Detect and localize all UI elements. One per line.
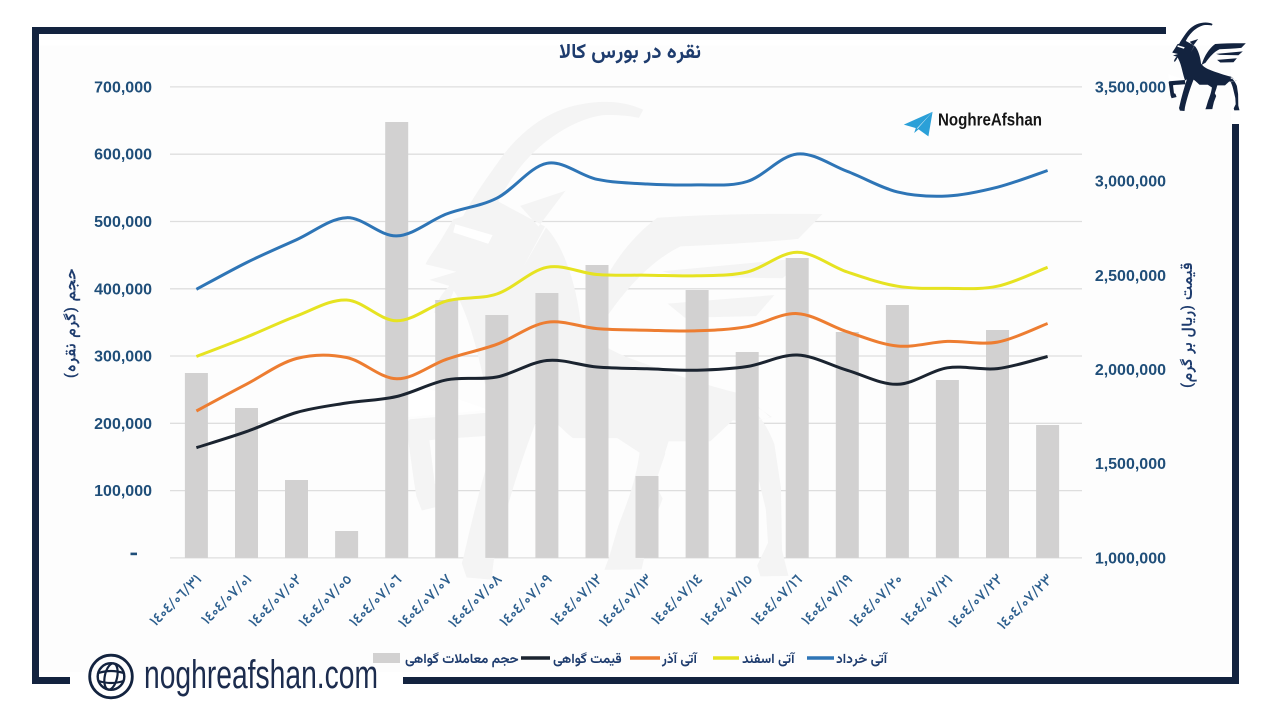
svg-text:700,000: 700,000 bbox=[94, 79, 152, 96]
svg-text:1,500,000: 1,500,000 bbox=[1095, 456, 1166, 473]
svg-text:1,000,000: 1,000,000 bbox=[1095, 550, 1166, 567]
svg-text:3,500,000: 3,500,000 bbox=[1095, 79, 1166, 96]
svg-text:noghreafshan.com: noghreafshan.com bbox=[144, 653, 378, 697]
svg-text:2,000,000: 2,000,000 bbox=[1095, 362, 1166, 379]
svg-text:NoghreAfshan: NoghreAfshan bbox=[938, 110, 1042, 130]
svg-text:200,000: 200,000 bbox=[94, 416, 152, 433]
svg-text:300,000: 300,000 bbox=[94, 349, 152, 366]
svg-text:3,000,000: 3,000,000 bbox=[1095, 174, 1166, 191]
svg-text:100,000: 100,000 bbox=[94, 483, 152, 500]
svg-text:2,500,000: 2,500,000 bbox=[1095, 268, 1166, 285]
svg-text:600,000: 600,000 bbox=[94, 147, 152, 164]
svg-text:500,000: 500,000 bbox=[94, 214, 152, 231]
svg-text:400,000: 400,000 bbox=[94, 281, 152, 298]
